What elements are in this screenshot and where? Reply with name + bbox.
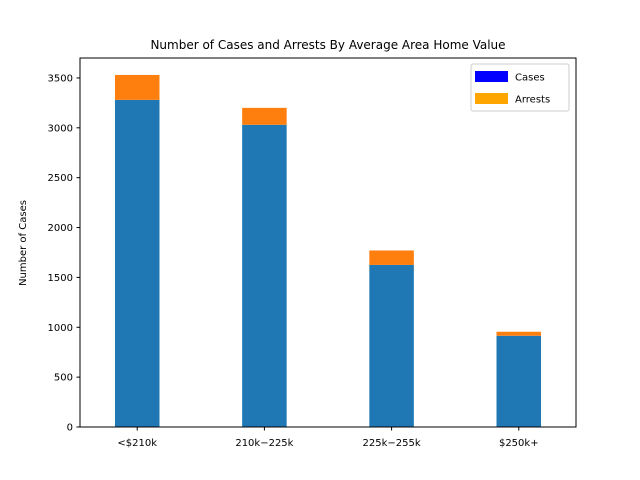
y-tick-label-7: 3500 bbox=[48, 73, 73, 84]
chart-title: Number of Cases and Arrests By Average A… bbox=[150, 38, 505, 52]
legend-label-arrests: Arrests bbox=[515, 95, 550, 106]
y-tick-label-0: 0 bbox=[67, 423, 73, 434]
x-tick-label-3: $250k+ bbox=[499, 438, 539, 449]
y-tick-label-1: 500 bbox=[54, 373, 73, 384]
y-tick-label-2: 1000 bbox=[48, 323, 73, 334]
legend-swatch-arrests bbox=[475, 93, 508, 104]
bar-cases-2 bbox=[369, 264, 414, 427]
y-axis-label: Number of Cases bbox=[18, 200, 29, 286]
y-tick-label-4: 2000 bbox=[48, 223, 73, 234]
x-tick-label-2: 225k−255k bbox=[363, 438, 421, 449]
bar-cases-1 bbox=[242, 124, 287, 427]
x-tick-label-0: <$210k bbox=[117, 438, 157, 449]
x-tick-label-1: 210k−225k bbox=[235, 438, 293, 449]
legend: Cases Arrests bbox=[470, 63, 570, 112]
bars-group bbox=[114, 74, 542, 427]
plot-frame bbox=[79, 57, 577, 428]
bar-arrests-1 bbox=[242, 107, 287, 125]
legend-label-cases: Cases bbox=[515, 73, 545, 84]
axes-group: 0 500 1000 1500 2000 2500 3000 3500 <$210k 210k−2… bbox=[48, 57, 577, 449]
bar-arrests-3 bbox=[496, 331, 542, 336]
bar-cases-0 bbox=[114, 99, 160, 427]
y-tick-label-6: 3000 bbox=[48, 123, 73, 134]
y-tick-label-3: 1500 bbox=[48, 273, 73, 284]
y-tick-label-5: 2500 bbox=[48, 173, 73, 184]
bar-cases-3 bbox=[496, 335, 542, 427]
legend-swatch-cases bbox=[475, 71, 508, 82]
bar-arrests-0 bbox=[114, 74, 160, 100]
bar-arrests-2 bbox=[369, 250, 414, 265]
